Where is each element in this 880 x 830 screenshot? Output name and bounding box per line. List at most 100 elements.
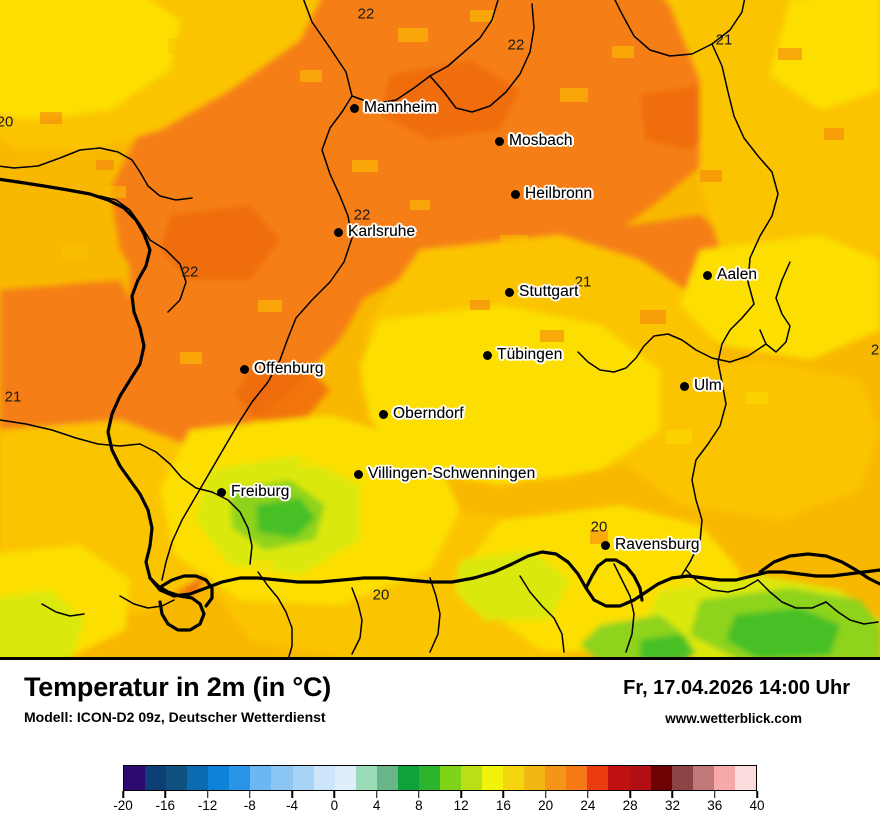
city-dot-icon [217,487,226,497]
colorbar-tick-label: 36 [707,798,723,813]
band-17 [256,498,840,660]
colorbar-swatch [692,766,714,790]
city-marker: Freiburg [217,483,290,501]
city-label: Ulm [694,377,722,394]
colorbar-swatch [713,766,735,790]
colorbar-swatch [566,766,588,790]
city-dot-icon [334,227,343,237]
colorbar-swatches [123,765,757,791]
isotherm-label: 20 [372,586,390,604]
city-dot-icon [680,381,689,391]
city-dot-icon [354,469,363,479]
colorbar-swatch [587,766,609,790]
colorbar-swatch [187,766,209,790]
colorbar-swatch [145,766,167,790]
city-marker: Heilbronn [511,185,592,203]
colorbar-tick [756,791,758,798]
isotherm-label: 22 [357,5,375,23]
city-dot-icon [495,136,504,146]
colorbar-tick-label: 0 [330,798,339,813]
colorbar-tick [164,791,167,798]
colorbar-swatch [334,766,356,790]
colorbar-tick [460,791,462,798]
borders [0,0,880,660]
colorbar-swatch [166,766,188,790]
colorbar-swatch [418,766,440,790]
colorbar-tick-label: -4 [286,798,299,813]
colorbar-tick-label: 12 [453,798,469,813]
colorbar-tick [206,791,209,798]
temperature-map[interactable]: 22 22 21 20 22 22 21 2 21 20 20 Mannheim Mosbach Hei… [0,0,880,660]
colorbar [123,765,757,791]
colorbar-tick [587,791,589,798]
colorbar-tick-label: 24 [580,798,596,813]
city-marker: Offenburg [240,360,324,378]
colorbar-tick-label: 28 [622,798,638,813]
isotherm-label: 21 [715,31,733,49]
colorbar-tick [418,791,420,798]
isotherm-label: 21 [4,388,22,406]
isotherm-label: 20 [0,113,14,131]
colorbar-swatch [271,766,293,790]
city-dot-icon [240,364,249,374]
city-label: Tübingen [497,346,563,363]
colorbar-tick [671,791,674,798]
colorbar-tick [333,791,336,798]
city-dot-icon [601,540,610,550]
model-subtitle: Modell: ICON-D2 09z, Deutscher Wetterdie… [24,709,326,725]
city-marker: Mosbach [495,132,573,150]
city-dot-icon [483,350,492,360]
colorbar-swatch [355,766,377,790]
colorbar-tick [122,791,124,798]
colorbar-tick-label: 40 [749,798,765,813]
colorbar-swatch [124,766,146,790]
colorbar-tick-label: -12 [197,798,218,813]
city-marker: Oberndorf [379,405,464,423]
colorbar-tick [249,791,251,798]
city-dot-icon [505,287,514,297]
isotherm-label: 20 [590,518,608,536]
colorbar-tick [502,791,505,798]
city-marker: Karlsruhe [334,223,415,241]
footer-panel: Temperatur in 2m (in °C) Modell: ICON-D2… [0,660,880,830]
isotherm-label: 2 [870,341,880,359]
colorbar-tick-label: 20 [538,798,554,813]
colorbar-swatch [545,766,567,790]
city-label: Ravensburg [615,536,700,553]
city-marker: Ulm [680,377,722,395]
colorbar-tick-label: -8 [243,798,256,813]
city-label: Aalen [717,266,758,283]
isotherm-label: 22 [507,36,525,54]
temperature-field-svg [0,0,880,660]
isotherm-label: 22 [353,206,371,224]
colorbar-swatch [250,766,272,790]
colorbar-tick [629,791,631,798]
colorbar-swatch [734,766,756,790]
city-label: Villingen-Schwenningen [368,465,536,482]
city-label: Stuttgart [519,283,579,300]
city-label: Mannheim [364,99,438,116]
colorbar-tick-label: 32 [664,798,680,813]
colorbar-labels: -20 -16 -12 -8 -4 0 4 8 12 16 20 24 28 32 36 40 [113,798,764,818]
colorbar-swatch [313,766,335,790]
city-label: Karlsruhe [348,223,416,240]
colorbar-swatch [650,766,672,790]
colorbar-tick [544,791,547,798]
city-dot-icon [350,103,359,113]
city-label: Heilbronn [525,185,593,202]
valid-datetime: Fr, 17.04.2026 14:00 Uhr [623,677,850,699]
colorbar-swatch [229,766,251,790]
city-marker: Mannheim [350,99,437,117]
colorbar-tick-label: 16 [495,798,511,813]
colorbar-swatch [461,766,483,790]
field-mottling [40,10,844,574]
website-label: www.wetterblick.com [665,711,802,726]
colorbar-swatch [376,766,398,790]
colorbar-swatch [671,766,693,790]
city-marker: Stuttgart [505,283,579,301]
city-dot-icon [379,409,388,419]
colorbar-swatch [439,766,461,790]
city-marker: Villingen-Schwenningen [354,465,535,483]
city-label: Freiburg [231,483,290,500]
